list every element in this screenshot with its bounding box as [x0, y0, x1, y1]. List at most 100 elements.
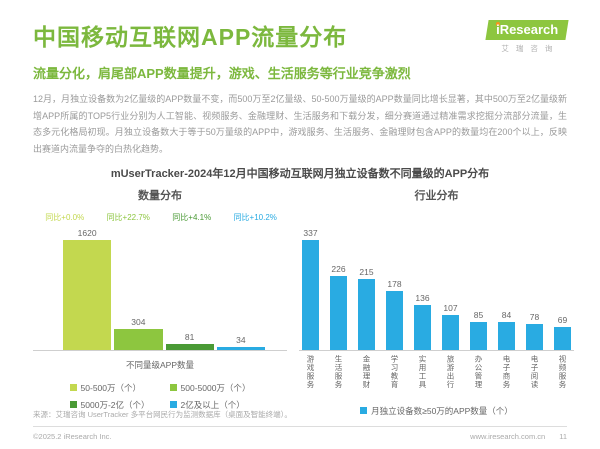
left-chart-title: 数量分布 [138, 189, 182, 202]
category-cell: 游戏服务 [302, 355, 319, 395]
bar [386, 291, 403, 350]
legend-label: 500-5000万（个） [180, 382, 251, 393]
bar [414, 305, 431, 350]
bar-value-label: 226 [331, 263, 346, 274]
page-subtitle: 流量分化，肩尾部APP数量提升，游戏、生活服务等行业竞争激烈 [33, 66, 411, 81]
bar-column: 304 [114, 316, 163, 350]
yoy-growth-label: 同比+22.7% [106, 212, 150, 222]
left-x-axis [33, 349, 287, 351]
category-cell: 电子商务 [498, 355, 515, 395]
footer-bar: ©2025.2 iResearch Inc. www.iresearch.com… [33, 426, 567, 441]
bar-column: 84 [498, 310, 515, 350]
bar-value-label: 337 [303, 227, 318, 238]
charts-row: 数量分布 同比+0.0% 同比+22.7% 同比+4.1% 同比+10.2% 1620… [33, 187, 574, 417]
bar [442, 314, 459, 350]
bar-column: 81 [165, 332, 214, 350]
bar-value-label: 85 [473, 309, 484, 320]
bar [63, 239, 112, 350]
bar [554, 327, 571, 350]
right-chart-bars: 337 226 215 178 136 107 85 84 78 69 [299, 224, 574, 350]
website-link[interactable]: www.iresearch.com.cn [470, 432, 546, 441]
left-chart-bars: 1620 304 81 34 [63, 224, 265, 350]
bar-column: 136 [414, 293, 431, 350]
yoy-growth-label: 同比+0.0% [45, 212, 85, 222]
category-label: 实用工具 [418, 354, 427, 389]
bar [470, 321, 487, 350]
legend-item: 月独立设备数≥50万的APP数量（个） [360, 405, 513, 417]
legend-label: 5000万-2亿（个） [80, 399, 150, 410]
bar [330, 275, 347, 350]
header: 中国移动互联网APP流量分布 iResearch 艾瑞咨询 [33, 0, 569, 54]
bar-column: 337 [302, 228, 319, 350]
category-label: 生活服务 [334, 354, 343, 389]
bar-value-label: 84 [501, 310, 512, 321]
category-label: 电子阅读 [530, 354, 539, 389]
right-chart-legend: 月独立设备数≥50万的APP数量（个） [299, 405, 574, 417]
logo-subtext: 艾瑞咨询 [501, 44, 560, 53]
category-cell: 学习教育 [386, 355, 403, 395]
bar-value-label: 81 [184, 332, 195, 343]
legend-item: 500-5000万（个） [169, 382, 251, 394]
bar-value-label: 78 [529, 312, 540, 323]
yoy-growth-label: 同比+10.2% [233, 212, 277, 222]
yoy-growth-label: 同比+4.1% [172, 212, 212, 222]
bar [302, 239, 319, 350]
bar-column: 226 [330, 264, 347, 350]
body-paragraph: 12月，月独立设备数为2亿量级的APP数量不变，而500万至2亿量级、50-50… [33, 94, 567, 154]
category-label: 旅游出行 [446, 354, 455, 389]
bar-column: 215 [358, 267, 375, 350]
legend-label: 2亿及以上（个） [180, 399, 245, 410]
bar [526, 324, 543, 350]
legend-swatch [169, 384, 177, 392]
category-label: 办公管理 [474, 354, 483, 389]
bar-value-label: 69 [557, 315, 568, 326]
legend-swatch [69, 384, 77, 392]
bar-column: 78 [526, 312, 543, 350]
bar-column: 85 [470, 310, 487, 350]
bar-value-label: 136 [415, 293, 430, 304]
left-chart-legend: 50-500万（个） 500-5000万（个） 5000万-2亿（个） 2亿及以上（个… [33, 382, 287, 411]
category-label: 电子商务 [502, 354, 511, 389]
category-label: 游戏服务 [306, 354, 315, 389]
legend-label: 月独立设备数≥50万的APP数量（个） [371, 405, 513, 416]
legend-item: 5000万-2亿（个） [69, 399, 150, 411]
bar-column: 69 [554, 315, 571, 350]
logo-brand-text: iResearch [495, 22, 559, 37]
footer: 来源：艾瑞咨询 UserTracker 多平台网民行为监测数据库（桌面及智能终端… [33, 409, 567, 441]
legend-swatch [69, 401, 77, 409]
bar-value-label: 304 [131, 316, 146, 327]
bar-value-label: 215 [359, 267, 374, 278]
category-label: 学习教育 [390, 354, 399, 389]
legend-swatch [169, 401, 177, 409]
right-x-axis [299, 349, 574, 351]
category-cell: 办公管理 [470, 355, 487, 395]
bar [216, 347, 265, 350]
right-chart-title: 行业分布 [414, 189, 459, 202]
page-number: 11 [559, 432, 567, 441]
bar-value-label: 1620 [77, 227, 97, 238]
legend-label: 50-500万（个） [80, 382, 142, 393]
copyright-text: ©2025.2 iResearch Inc. [33, 432, 112, 441]
legend-swatch [360, 407, 368, 415]
legend-item: 50-500万（个） [69, 382, 150, 394]
category-cell: 金融理财 [358, 355, 375, 395]
bar [498, 322, 515, 350]
bar-value-label: 107 [443, 302, 458, 313]
legend-item: 2亿及以上（个） [169, 399, 251, 411]
bar-column: 178 [386, 279, 403, 350]
iresearch-logo-badge: iResearch [485, 20, 569, 40]
yoy-growth-row: 同比+0.0% 同比+22.7% 同比+4.1% 同比+10.2% [33, 212, 287, 224]
bar-column: 1620 [63, 227, 112, 350]
chart-main-heading: mUserTracker-2024年12月中国移动互联网月独立设备数不同量级的A… [110, 167, 490, 180]
bar-column: 107 [442, 303, 459, 350]
category-cell: 电子阅读 [526, 355, 543, 395]
category-cell: 视频服务 [554, 355, 571, 395]
category-cell: 实用工具 [414, 355, 431, 395]
bar-value-label: 34 [236, 335, 246, 346]
left-x-axis-label: 不同量级APP数量 [125, 359, 194, 370]
bar [165, 344, 214, 350]
quantity-distribution-chart: 数量分布 同比+0.0% 同比+22.7% 同比+4.1% 同比+10.2% 1620… [33, 187, 287, 417]
category-cell: 生活服务 [330, 355, 347, 395]
bar-column: 34 [216, 335, 265, 350]
